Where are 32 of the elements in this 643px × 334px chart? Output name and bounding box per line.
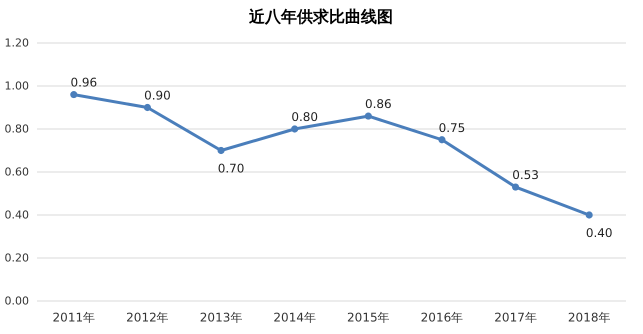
x-tick-label: 2015年: [347, 310, 390, 325]
data-label: 0.80: [291, 110, 318, 124]
point: [364, 112, 372, 120]
point: [291, 125, 298, 133]
point: [438, 136, 446, 144]
y-tick-label: 0.20: [4, 252, 29, 265]
x-tick-label: 2012年: [126, 310, 169, 325]
x-tick-label: 2014年: [273, 310, 316, 325]
data-label: 0.70: [218, 162, 244, 176]
point: [217, 146, 225, 154]
y-tick-label: 0.80: [4, 122, 29, 136]
y-tick-label: 1.20: [4, 36, 29, 50]
point: [144, 104, 152, 112]
y-tick-label: 0.00: [4, 294, 29, 308]
point: [70, 91, 78, 98]
y-tick-label: 1.00: [4, 80, 29, 93]
x-tick-label: 2013年: [200, 310, 242, 325]
data-label: 0.75: [438, 120, 466, 135]
y-tick-label: 0.60: [4, 166, 29, 179]
x-tick-label: 2011年: [52, 310, 96, 325]
y-tick-label: 0.40: [4, 208, 29, 222]
point: [512, 183, 520, 191]
data-label: 0.90: [144, 88, 171, 102]
x-tick-label: 2017年: [494, 310, 537, 325]
data-label: 0.86: [364, 97, 392, 112]
data-label: 0.40: [586, 226, 613, 240]
data-label: 0.96: [70, 76, 98, 90]
data-label: 0.53: [512, 168, 539, 182]
chart-title: 近八年供求比曲线图: [248, 7, 393, 26]
point: [586, 211, 593, 219]
x-tick-label: 2016年: [420, 310, 464, 325]
x-tick-label: 2018年: [568, 310, 610, 325]
